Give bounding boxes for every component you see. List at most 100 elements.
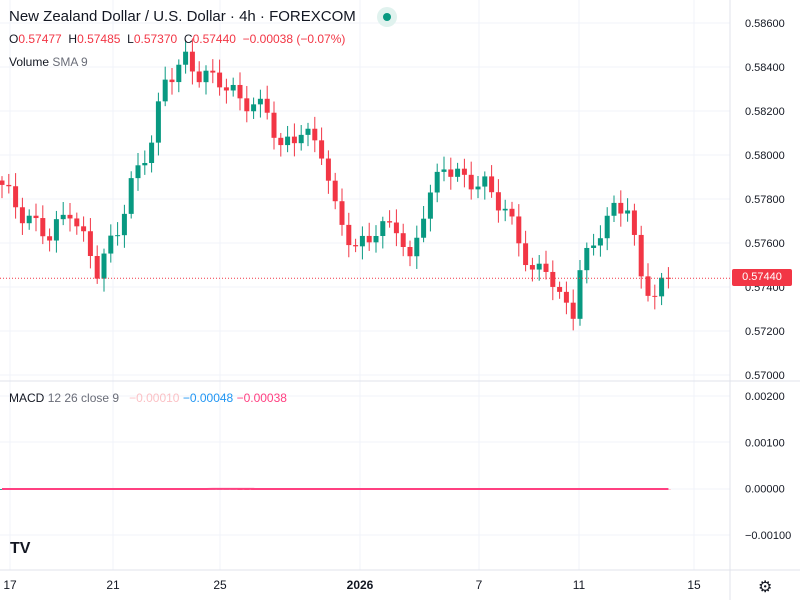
candle-body (149, 142, 155, 164)
candle-body (115, 235, 121, 237)
candle-body (176, 64, 182, 83)
candle-body (509, 208, 515, 217)
candle-body (516, 216, 522, 244)
candle-body (244, 98, 250, 112)
macd-axis-label: −0.00100 (745, 530, 791, 542)
candle-body (33, 215, 39, 219)
candle-body (278, 137, 284, 146)
candle-body (210, 70, 216, 73)
candle-body (373, 236, 379, 243)
candle-body (13, 186, 19, 208)
candle-body (230, 84, 236, 91)
candle-body (203, 70, 209, 83)
candle-body (659, 277, 665, 297)
time-axis-label: 7 (476, 578, 483, 592)
price-axis-label: 0.57200 (745, 326, 785, 338)
candle-body (638, 234, 644, 277)
price-axis-label: 0.57600 (745, 238, 785, 250)
macd-legend[interactable]: MACD 12 26 close 9 −0.00010 −0.00048 −0.… (9, 391, 287, 405)
candle-body (6, 184, 12, 187)
candle-body (94, 256, 100, 279)
candle-body (67, 214, 73, 219)
tradingview-logo[interactable]: TV (10, 540, 31, 557)
candle-body (455, 168, 461, 177)
candle-body (346, 224, 352, 246)
candle-body (393, 222, 399, 234)
candle-body (189, 51, 195, 72)
candle-body (332, 180, 338, 202)
candle-body (53, 219, 59, 241)
market-status-icon (377, 7, 397, 27)
candle-body (604, 215, 610, 239)
macd-axis-label: 0.00200 (745, 391, 785, 403)
macd-axis-label: 0.00000 (745, 484, 785, 496)
candle-body (475, 186, 481, 190)
candle-body (550, 271, 556, 287)
ohlc-legend: O0.57477 H0.57485 L0.57370 C0.57440 −0.0… (9, 32, 346, 46)
candle-body (584, 247, 590, 271)
candle-body (618, 202, 624, 214)
price-axis-label: 0.58600 (745, 18, 785, 30)
candle-body (414, 237, 420, 257)
candle-body (434, 171, 440, 193)
candle-body (407, 246, 413, 257)
candle-body (223, 87, 229, 91)
candle-body (60, 214, 66, 220)
candle-body (468, 174, 474, 190)
candle-body (135, 165, 141, 179)
candle-body (427, 192, 433, 219)
settings-gear-icon[interactable]: ⚙ (758, 579, 773, 596)
candle-body (359, 235, 365, 247)
symbol-title[interactable]: New Zealand Dollar / U.S. Dollar · 4h · … (9, 8, 356, 25)
candle-body (196, 71, 202, 83)
candle-body (298, 134, 304, 144)
price-axis-label: 0.57000 (745, 370, 785, 382)
candle-body (387, 221, 393, 223)
candle-body (74, 218, 80, 227)
candle-body (162, 79, 168, 102)
candle-body (169, 79, 175, 83)
candle-body (251, 104, 257, 112)
time-axis-label: 11 (573, 578, 586, 592)
candle-body (339, 201, 345, 225)
candle-body (489, 176, 495, 193)
time-axis-label: 15 (687, 578, 701, 592)
candle-body (570, 302, 576, 319)
volume-legend[interactable]: Volume SMA 9 (9, 55, 88, 69)
candle-body (108, 235, 114, 254)
candle-body (631, 210, 637, 235)
candle-body (441, 169, 447, 172)
candle-body (183, 51, 189, 65)
macd-axis-label: 0.00100 (745, 437, 785, 449)
candle-body (421, 218, 427, 238)
time-axis-label: 25 (213, 578, 227, 592)
candle-body (400, 233, 406, 247)
price-axis-label: 0.58400 (745, 62, 785, 74)
candle-body (257, 98, 263, 105)
candle-body (128, 178, 134, 214)
candle-body (40, 218, 46, 237)
candle-body (312, 128, 318, 141)
candle-body (155, 101, 161, 143)
candle-body (142, 163, 148, 166)
time-axis-label: 21 (106, 578, 120, 592)
candle-body (217, 72, 223, 88)
candle-body (81, 226, 87, 232)
candle-body (264, 98, 270, 113)
candle-body (645, 276, 651, 296)
candle-body (19, 207, 25, 224)
candle-body (285, 136, 291, 146)
candle-body (380, 221, 386, 237)
time-axis-label: 2026 (347, 578, 374, 592)
candle-body (577, 270, 583, 319)
candle-body (101, 253, 107, 279)
candle-body (482, 176, 488, 187)
candle-body (523, 243, 529, 266)
candle-body (325, 158, 331, 181)
candle-body (543, 263, 549, 272)
candle-body (461, 168, 467, 175)
candle-body (502, 208, 508, 211)
candle-body (536, 263, 542, 270)
candle-body (366, 235, 372, 243)
